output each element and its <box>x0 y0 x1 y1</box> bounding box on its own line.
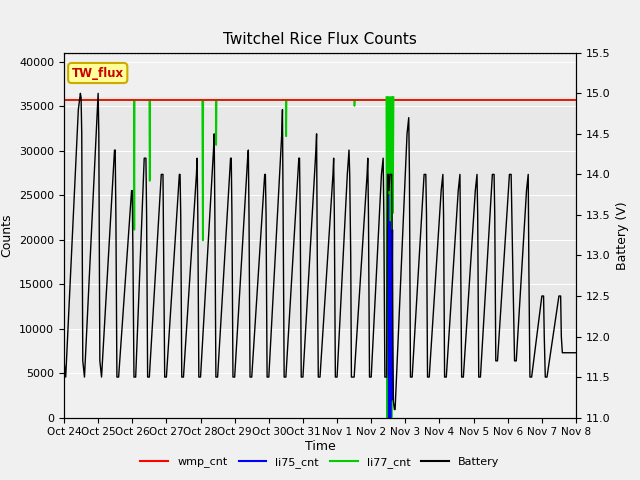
Text: TW_flux: TW_flux <box>72 67 124 80</box>
Y-axis label: Battery (V): Battery (V) <box>616 201 629 269</box>
Legend: wmp_cnt, li75_cnt, li77_cnt, Battery: wmp_cnt, li75_cnt, li77_cnt, Battery <box>136 452 504 472</box>
Bar <box>64 97 576 329</box>
X-axis label: Time: Time <box>305 440 335 453</box>
Y-axis label: Counts: Counts <box>1 214 13 257</box>
Title: Twitchel Rice Flux Counts: Twitchel Rice Flux Counts <box>223 33 417 48</box>
